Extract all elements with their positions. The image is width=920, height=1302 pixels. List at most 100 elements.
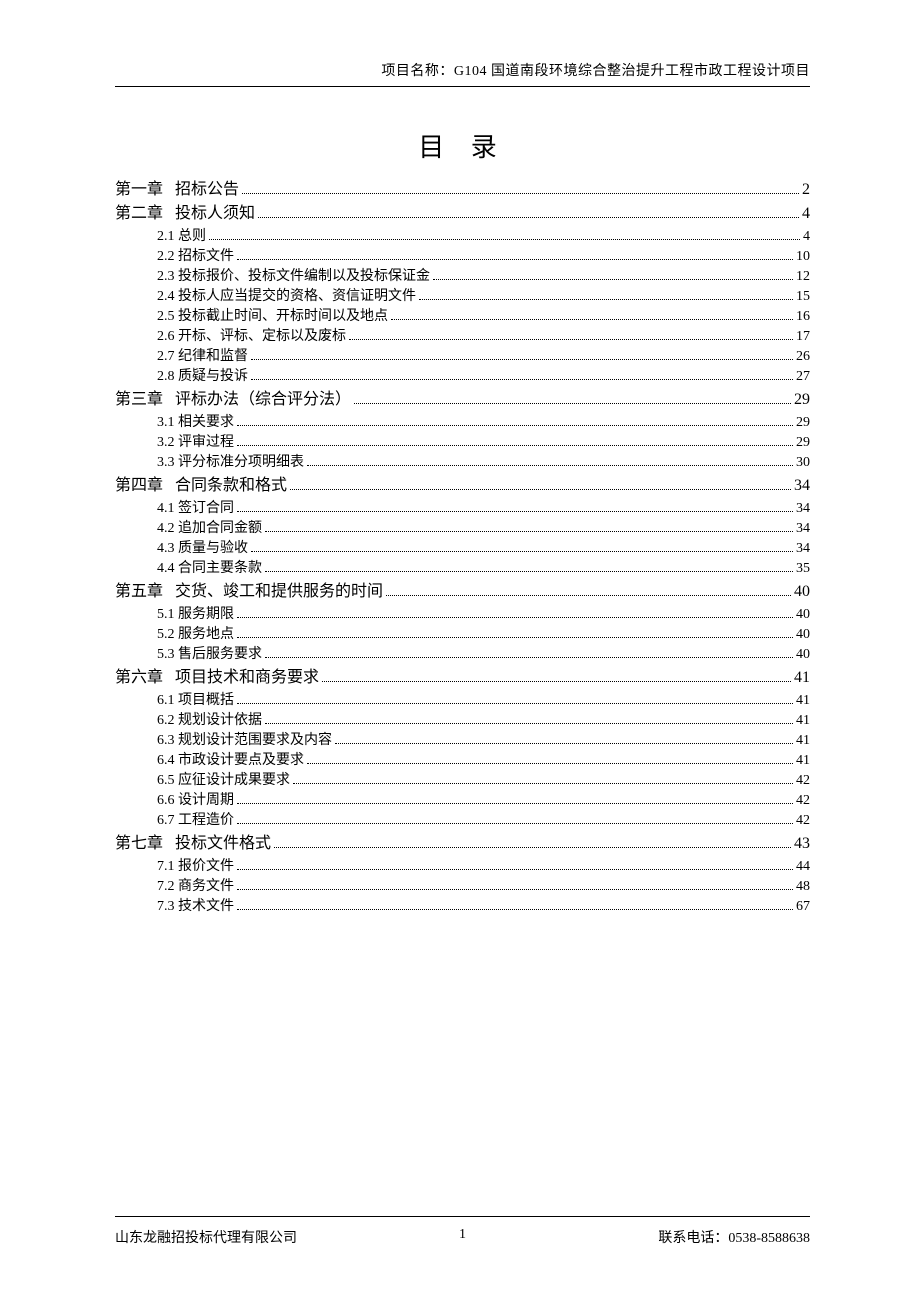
toc-page: 29	[796, 416, 810, 430]
toc-page: 34	[796, 522, 810, 536]
toc-num: 4.1	[157, 501, 175, 516]
toc-row-chapter: 第一章招标公告2	[115, 182, 810, 198]
toc-dots	[237, 869, 793, 870]
toc-row-chapter: 第四章合同条款和格式34	[115, 478, 810, 494]
toc-dots	[391, 319, 793, 320]
footer-phone-label: 联系电话：	[658, 1231, 728, 1246]
project-name: G104 国道南段环境综合整治提升工程市政工程设计项目	[454, 64, 810, 79]
toc-row-chapter: 第二章投标人须知4	[115, 206, 810, 222]
toc-num: 7.2	[157, 879, 175, 894]
toc-text: 服务期限	[178, 607, 234, 622]
toc-dots	[251, 379, 793, 380]
toc-dots	[322, 681, 791, 682]
toc-num: 6.7	[157, 813, 175, 828]
toc-page: 42	[796, 774, 810, 788]
footer-company: 山东龙融招投标代理有限公司	[115, 1227, 297, 1247]
toc-page: 34	[796, 502, 810, 516]
toc-num: 第三章	[115, 391, 163, 408]
toc-dots	[237, 703, 793, 704]
toc-dots	[433, 279, 793, 280]
toc-label: 4.2 追加合同金额	[157, 522, 262, 536]
toc-row-section: 2.7 纪律和监督 26	[157, 350, 810, 364]
toc-row-section: 2.1 总则4	[157, 230, 810, 244]
toc-dots	[242, 193, 799, 194]
toc-page: 40	[796, 648, 810, 662]
toc-num: 6.3	[157, 733, 175, 748]
toc-page: 26	[796, 350, 810, 364]
toc-label: 4.4 合同主要条款	[157, 562, 262, 576]
toc-text: 技术文件	[178, 899, 234, 914]
footer-phone: 联系电话：0538-8588638	[658, 1227, 810, 1247]
toc-row-section: 6.1 项目概括41	[157, 694, 810, 708]
toc-row-chapter: 第六章项目技术和商务要求41	[115, 670, 810, 686]
toc-text: 评分标准分项明细表	[178, 455, 304, 470]
toc-num: 7.3	[157, 899, 175, 914]
toc-row-section: 2.6 开标、评标、定标以及废标17	[157, 330, 810, 344]
toc-text: 工程造价	[178, 813, 234, 828]
toc-title: 目 录	[115, 127, 810, 164]
toc-num: 5.3	[157, 647, 175, 662]
toc-page: 12	[796, 270, 810, 284]
toc-page: 16	[796, 310, 810, 324]
toc-dots	[237, 889, 793, 890]
toc-dots	[265, 531, 793, 532]
toc-dots	[237, 909, 793, 910]
toc-text: 开标、评标、定标以及废标	[178, 329, 346, 344]
toc-text: 评审过程	[178, 435, 234, 450]
header-project-line: 项目名称：G104 国道南段环境综合整治提升工程市政工程设计项目	[115, 60, 810, 87]
toc-label: 6.2 规划设计依据	[157, 714, 262, 728]
toc-num: 第七章	[115, 835, 163, 852]
toc-page: 30	[796, 456, 810, 470]
toc-dots	[293, 783, 793, 784]
toc-row-section: 6.6 设计周期42	[157, 794, 810, 808]
toc-text: 招标文件	[178, 249, 234, 264]
toc-label: 2.2 招标文件	[157, 250, 234, 264]
toc-dots	[349, 339, 793, 340]
footer-page-number: 1	[459, 1227, 466, 1243]
toc-dots	[307, 465, 793, 466]
toc-page: 44	[796, 860, 810, 874]
toc-dots	[307, 763, 793, 764]
toc-num: 5.1	[157, 607, 175, 622]
toc-dots	[258, 217, 799, 218]
toc-label: 第二章投标人须知	[115, 206, 255, 222]
toc-num: 5.2	[157, 627, 175, 642]
toc-row-section: 6.5 应征设计成果要求42	[157, 774, 810, 788]
toc-num: 3.3	[157, 455, 175, 470]
toc-num: 2.1	[157, 229, 175, 244]
toc-page: 17	[796, 330, 810, 344]
toc-dots	[386, 595, 791, 596]
toc-page: 27	[796, 370, 810, 384]
toc-dots	[237, 637, 793, 638]
toc-text: 合同主要条款	[178, 561, 262, 576]
toc-label: 6.1 项目概括	[157, 694, 234, 708]
toc-text: 交货、竣工和提供服务的时间	[175, 583, 383, 600]
toc-label: 2.5 投标截止时间、开标时间以及地点	[157, 310, 388, 324]
toc-dots	[237, 823, 793, 824]
toc-text: 投标报价、投标文件编制以及投标保证金	[178, 269, 430, 284]
toc-num: 6.6	[157, 793, 175, 808]
toc-row-section: 7.1 报价文件44	[157, 860, 810, 874]
toc-num: 第二章	[115, 205, 163, 222]
toc-page: 15	[796, 290, 810, 304]
toc-dots	[237, 511, 793, 512]
toc-page: 2	[802, 182, 810, 198]
toc-page: 34	[796, 542, 810, 556]
footer: 山东龙融招投标代理有限公司 1 联系电话：0538-8588638	[115, 1216, 810, 1247]
toc-num: 第一章	[115, 181, 163, 198]
toc-dots	[237, 445, 793, 446]
toc-page: 40	[796, 608, 810, 622]
toc-label: 2.7 纪律和监督	[157, 350, 248, 364]
toc-row-chapter: 第五章交货、竣工和提供服务的时间40	[115, 584, 810, 600]
toc-text: 项目技术和商务要求	[175, 669, 319, 686]
toc-label: 3.2 评审过程	[157, 436, 234, 450]
toc-page: 4	[803, 230, 810, 244]
toc-text: 报价文件	[178, 859, 234, 874]
toc-page: 34	[794, 478, 810, 494]
toc-text: 规划设计依据	[178, 713, 262, 728]
toc-row-section: 5.3 售后服务要求40	[157, 648, 810, 662]
toc-text: 追加合同金额	[178, 521, 262, 536]
toc-label: 6.6 设计周期	[157, 794, 234, 808]
toc-page: 40	[796, 628, 810, 642]
toc-label: 7.2 商务文件	[157, 880, 234, 894]
